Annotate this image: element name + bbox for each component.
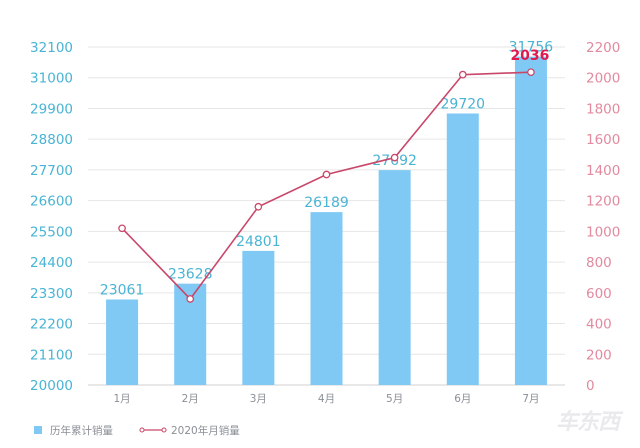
legend-line-label: 2020年月销量 [171,424,240,437]
right-y-axis: 0 200 400 600 800 1000 1200 1400 1600 1800 2000 220… [586,40,620,394]
line-point[interactable] [527,68,535,77]
x-tick-label: 5月 [386,393,403,405]
x-tick-label: 4月 [318,393,335,405]
left-tick-label: 27700 [30,163,73,179]
legend-item-bar[interactable]: 历年累计销量 [34,423,113,438]
left-tick-label: 23300 [30,286,73,302]
line-point[interactable] [118,224,126,233]
bar[interactable] [106,299,139,385]
line-point[interactable] [186,295,195,303]
bar-value-label: 23628 [168,267,213,283]
left-y-axis: 20000 21100 22200 23300 24400 25500 26600 27700… [30,40,73,394]
legend-item-line[interactable]: 2020年月销量 [139,423,240,438]
x-tick-label: 7月 [522,393,539,405]
line-series: 2036 [118,48,549,303]
left-tick-label: 29900 [30,101,73,117]
x-axis: 1月 2月 3月 4月 5月 6月 7月 [113,393,539,405]
x-tick-label: 6月 [454,393,471,405]
right-tick-label: 1400 [586,163,620,179]
line-point[interactable] [390,153,399,162]
bar-value-label: 24801 [236,234,281,250]
bar-value-labels: 23061236282480126189276922972031756 [100,40,553,299]
right-tick-label: 2000 [586,71,620,87]
bar-swatch-icon [34,426,42,434]
right-tick-label: 1800 [586,101,620,117]
right-tick-label: 1600 [586,132,620,148]
line-point[interactable] [322,170,331,179]
bar-value-label: 26189 [304,195,349,211]
bar[interactable] [378,170,411,385]
line-point[interactable] [254,202,263,211]
left-tick-label: 22200 [30,317,73,333]
x-tick-label: 1月 [113,393,130,405]
right-tick-label: 2200 [586,40,620,56]
watermark-logo: 车东西 [556,410,620,435]
x-tick-label: 2月 [182,393,199,405]
right-tick-label: 1200 [586,194,620,210]
left-tick-label: 28800 [30,132,73,148]
right-tick-label: 0 [586,378,595,394]
left-tick-label: 31000 [30,71,73,87]
right-tick-label: 600 [586,286,612,302]
right-tick-label: 200 [586,347,612,363]
line-annotation-label: 2036 [510,48,549,64]
bar[interactable] [514,56,547,386]
left-tick-label: 26600 [30,194,73,210]
left-tick-label: 20000 [30,378,73,394]
left-tick-label: 32100 [30,40,73,56]
bar-series [106,56,547,386]
right-tick-label: 400 [586,317,612,333]
line-point[interactable] [458,70,467,79]
right-tick-label: 1000 [586,224,620,240]
bar-value-label: 23061 [100,282,145,298]
legend-bar-label: 历年累计销量 [50,424,113,437]
line-swatch-icon [139,427,167,433]
bar-value-label: 29720 [441,96,486,112]
bar[interactable] [310,212,343,385]
bar-value-label: 31756 [509,40,554,56]
x-tick-label: 3月 [250,393,267,405]
left-tick-label: 21100 [30,347,73,363]
legend: 历年累计销量 2020年月销量 [34,422,266,438]
left-tick-label: 24400 [30,255,73,271]
right-tick-label: 800 [586,255,612,271]
bar[interactable] [446,113,479,386]
left-tick-label: 25500 [30,224,73,240]
bar[interactable] [242,250,275,385]
